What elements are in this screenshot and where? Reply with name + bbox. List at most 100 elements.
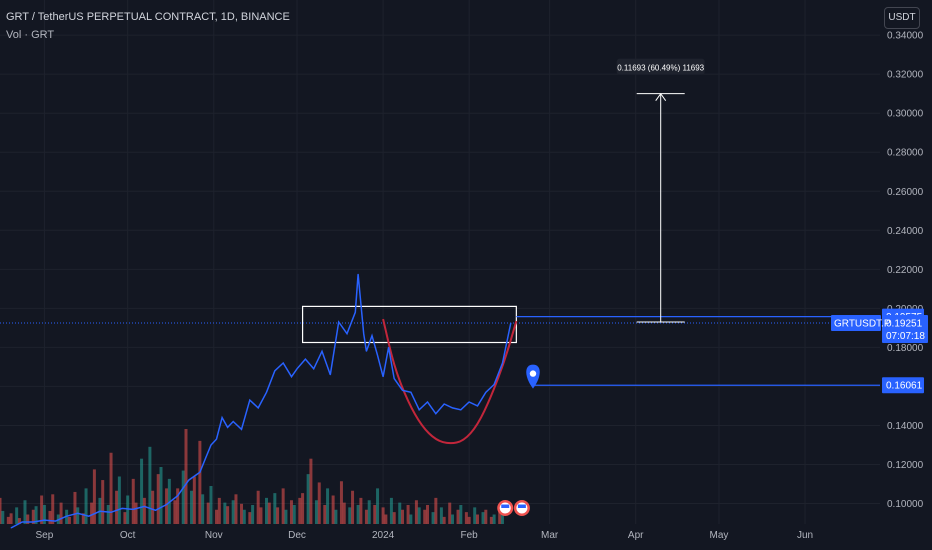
volume-bar	[498, 512, 502, 524]
price-point	[132, 508, 134, 510]
volume-bar	[309, 458, 313, 524]
volume-bar	[389, 497, 393, 524]
price-point	[393, 378, 395, 380]
volume-bar	[367, 500, 371, 524]
price-point	[221, 417, 223, 419]
volume-bar	[359, 497, 363, 524]
price-tag-target-bg	[882, 377, 924, 394]
price-point	[204, 458, 206, 460]
volume-bar	[251, 505, 255, 524]
price-point	[188, 479, 190, 481]
price-point	[460, 409, 462, 411]
price-point	[55, 520, 57, 522]
volume-bar	[373, 505, 377, 524]
volume-bar	[406, 505, 410, 524]
price-point	[21, 521, 23, 523]
volume-bar	[381, 507, 385, 524]
volume-bar	[148, 446, 152, 524]
price-point	[354, 311, 356, 313]
y-tick-label: 0.14000	[887, 421, 924, 432]
price-series	[10, 273, 512, 529]
volume-bar	[151, 490, 155, 524]
volume-bar	[298, 497, 302, 524]
price-point	[199, 471, 201, 473]
price-point	[418, 409, 420, 411]
price-point	[249, 399, 251, 401]
volume-bar	[123, 512, 127, 524]
price-point	[476, 405, 478, 407]
volume-bar	[364, 509, 368, 524]
volume-bar	[289, 500, 293, 524]
volume-bar	[401, 509, 405, 524]
volume-bar	[259, 507, 263, 524]
volume-bar	[215, 509, 219, 524]
volume-bar	[31, 509, 35, 524]
volume-bar	[17, 518, 21, 524]
volume-bar	[42, 505, 46, 524]
volume-bar	[181, 470, 185, 524]
x-tick-label: Nov	[205, 530, 223, 541]
volume-bar	[384, 514, 388, 524]
volume-bar	[467, 516, 471, 524]
volume-bar	[115, 490, 119, 524]
price-point	[402, 389, 404, 391]
price-point	[10, 527, 12, 529]
price-point	[143, 505, 145, 507]
volume-bar	[456, 509, 460, 524]
volume-bar	[73, 491, 77, 524]
volume-bar	[317, 482, 321, 524]
price-point	[363, 333, 365, 335]
volume-bar	[173, 500, 177, 524]
volume-bar	[109, 452, 113, 524]
volume-bar	[392, 512, 396, 524]
last-price-value: 0.19251	[886, 318, 923, 329]
price-point	[166, 503, 168, 505]
symbol-title[interactable]: GRT / TetherUS PERPETUAL CONTRACT, 1D, B…	[6, 11, 290, 23]
volume-bar	[184, 429, 188, 524]
cup-curve	[382, 318, 518, 445]
volume-bar	[134, 502, 138, 524]
x-tick-label: Oct	[120, 530, 136, 541]
price-point	[468, 401, 470, 403]
price-point	[154, 509, 156, 511]
volume-bar	[423, 509, 427, 524]
event-flag-icon-stripe	[501, 504, 510, 508]
price-point	[410, 391, 412, 393]
price-point	[77, 512, 79, 514]
axes: 0.100000.120000.140000.160000.180000.200…	[36, 31, 928, 541]
price-point	[510, 322, 512, 324]
price-point	[357, 273, 359, 275]
measure-label-bg	[616, 58, 705, 75]
volume-legend[interactable]: Vol · GRT	[6, 29, 55, 41]
volume-bar	[223, 502, 227, 524]
price-point	[365, 350, 367, 352]
price-point	[177, 495, 179, 497]
volume-bar	[165, 488, 169, 524]
volume-bar	[409, 514, 413, 524]
y-tick-label: 0.32000	[887, 70, 924, 81]
y-tick-label: 0.28000	[887, 148, 924, 159]
y-tick-label: 0.12000	[887, 460, 924, 471]
price-point	[121, 507, 123, 509]
price-point	[210, 444, 212, 446]
price-point	[427, 401, 429, 403]
x-tick-label: Feb	[461, 530, 479, 541]
x-tick-label: Apr	[628, 530, 644, 541]
y-tick-label: 0.22000	[887, 265, 924, 276]
volume-bar	[459, 505, 463, 524]
currency-button[interactable]: USDT	[884, 7, 920, 29]
volume-bar	[348, 507, 352, 524]
volume-bar	[84, 488, 88, 524]
volume-bar	[67, 516, 71, 524]
volume-bar	[106, 505, 110, 524]
volume-bar	[92, 469, 96, 524]
volume-bar	[234, 494, 238, 524]
y-tick-label: 0.10000	[887, 499, 924, 510]
volume-bar	[464, 512, 468, 524]
x-tick-label: May	[710, 530, 729, 541]
volume-bar	[198, 440, 202, 524]
price-point	[274, 370, 276, 372]
volume-bar	[256, 490, 260, 524]
volume-bar	[1, 510, 5, 524]
